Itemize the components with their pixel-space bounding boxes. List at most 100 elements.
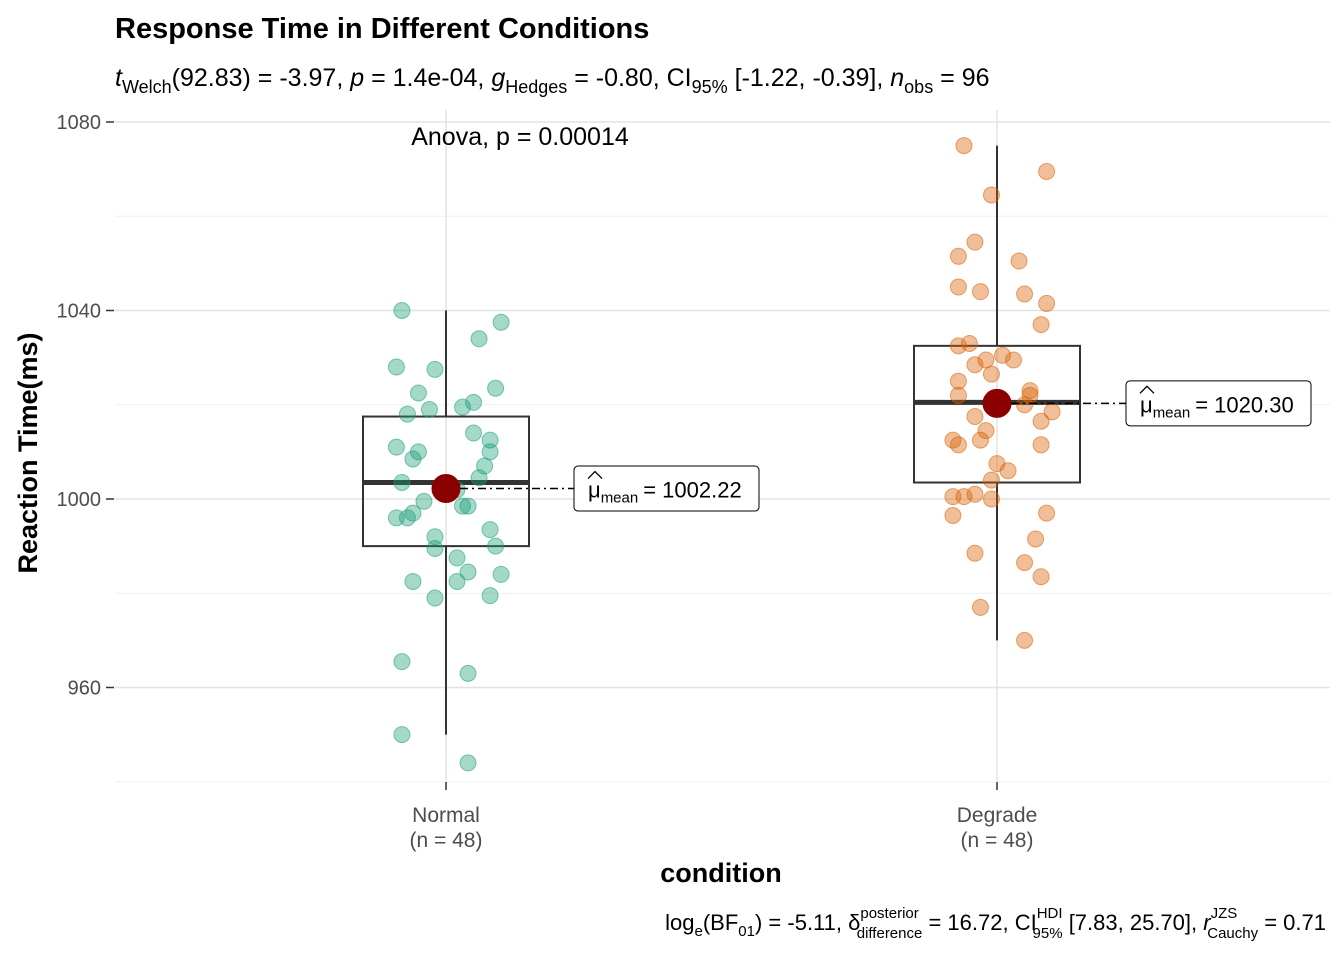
y-tick-label: 1040 xyxy=(57,301,102,323)
data-point xyxy=(949,278,967,296)
data-point xyxy=(393,302,411,319)
data-point xyxy=(949,372,967,390)
data-point xyxy=(454,398,472,416)
data-point xyxy=(398,405,416,423)
data-point xyxy=(971,431,989,449)
data-point xyxy=(966,544,984,562)
data-point xyxy=(426,539,444,557)
data-point xyxy=(459,754,477,772)
data-point xyxy=(459,497,477,515)
data-point xyxy=(971,283,989,301)
data-point xyxy=(492,565,510,583)
data-point xyxy=(1032,568,1050,586)
data-point xyxy=(982,186,1000,204)
data-point xyxy=(971,598,989,616)
data-point xyxy=(393,726,411,744)
data-point xyxy=(1032,316,1050,334)
data-point xyxy=(966,485,984,503)
data-point xyxy=(387,509,405,527)
data-point xyxy=(1016,285,1034,303)
x-tick-label: Normal xyxy=(412,804,480,827)
data-point xyxy=(949,386,967,404)
data-point xyxy=(448,549,466,567)
data-point xyxy=(949,436,967,454)
grid xyxy=(115,110,1330,783)
data-point xyxy=(1010,252,1028,270)
data-point xyxy=(492,313,510,331)
chart-caption: loge(BF01) = -5.11, δposterior difference… xyxy=(665,905,1326,942)
data-point xyxy=(977,422,995,440)
data-point xyxy=(982,365,1000,383)
data-point xyxy=(481,443,499,461)
data-point xyxy=(393,653,411,671)
data-point xyxy=(944,431,962,449)
data-point xyxy=(949,247,967,265)
data-point xyxy=(1038,504,1056,522)
data-point xyxy=(487,537,505,555)
data-point xyxy=(393,474,411,492)
data-point xyxy=(1032,436,1050,454)
data-point xyxy=(470,330,488,348)
data-point xyxy=(994,346,1012,364)
data-point xyxy=(387,438,405,456)
data-point xyxy=(459,664,477,682)
chart-subtitle: tWelch(92.83) = -3.97, p = 1.4e-04, gHed… xyxy=(115,64,990,97)
data-point xyxy=(982,471,1000,489)
data-point xyxy=(1016,554,1034,572)
x-axis-title: condition xyxy=(660,858,781,888)
x-tick-label: Degrade xyxy=(957,804,1038,827)
data-point xyxy=(966,408,984,426)
data-point xyxy=(420,400,438,418)
mean-label-box xyxy=(1125,380,1312,427)
data-point xyxy=(465,393,483,411)
mean-point xyxy=(982,388,1012,418)
data-point xyxy=(1016,631,1034,649)
data-point xyxy=(1016,396,1034,414)
mean-label: μmean = 1002.22 xyxy=(588,478,742,507)
mean-label-box xyxy=(573,465,760,512)
data-point xyxy=(966,233,984,251)
data-point xyxy=(481,521,499,539)
anova-annotation: Anova, p = 0.00014 xyxy=(411,123,629,151)
data-point xyxy=(470,469,488,487)
data-point xyxy=(1038,294,1056,312)
data-point xyxy=(982,490,1000,508)
data-point xyxy=(404,504,422,522)
data-point xyxy=(387,358,405,376)
data-point xyxy=(454,497,472,515)
data-points xyxy=(387,137,1061,772)
data-point xyxy=(955,488,973,506)
x-tick-count-label: (n = 48) xyxy=(961,829,1034,852)
mean-label: μmean = 1020.30 xyxy=(1140,392,1294,421)
data-point xyxy=(487,379,505,397)
data-point xyxy=(404,450,422,468)
data-point xyxy=(949,337,967,355)
data-point xyxy=(465,424,483,442)
data-point xyxy=(404,572,422,590)
mean-point xyxy=(431,474,461,504)
data-point xyxy=(415,492,433,510)
y-axis: 960 1000 1040 1080 xyxy=(57,112,114,700)
y-tick-label: 960 xyxy=(68,678,101,700)
data-point xyxy=(459,563,477,581)
data-point xyxy=(481,431,499,449)
data-point xyxy=(1038,162,1056,180)
y-tick-label: 1080 xyxy=(57,112,102,134)
y-tick-label: 1000 xyxy=(57,489,102,511)
data-point xyxy=(1027,530,1045,548)
data-point xyxy=(426,528,444,546)
data-point xyxy=(426,589,444,607)
means: μmean = 1002.22 μmean = 1020.30 xyxy=(431,380,1312,512)
box-degrade xyxy=(913,344,1081,484)
data-point xyxy=(481,587,499,605)
data-point xyxy=(409,384,427,402)
x-axis: Normal(n = 48)Degrade(n = 48) xyxy=(410,782,1038,852)
data-point xyxy=(960,334,978,352)
data-point xyxy=(1032,412,1050,430)
data-point xyxy=(426,360,444,378)
data-point xyxy=(944,506,962,524)
x-tick-count-label: (n = 48) xyxy=(410,829,483,852)
data-point xyxy=(1005,351,1023,369)
data-point xyxy=(999,462,1017,480)
